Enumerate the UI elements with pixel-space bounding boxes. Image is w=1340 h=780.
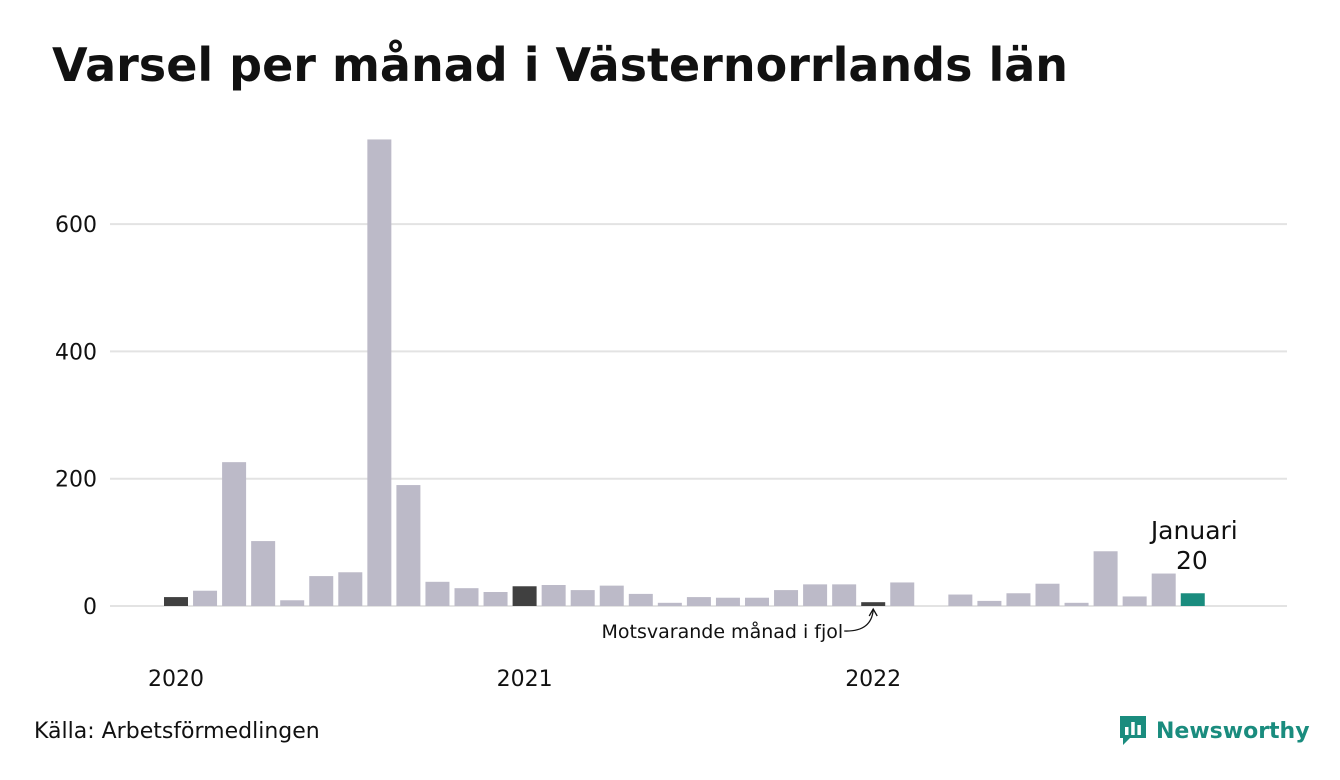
bar-2020-04 bbox=[251, 541, 276, 606]
y-tick-label: 200 bbox=[55, 468, 97, 493]
source-note: Källa: Arbetsförmedlingen bbox=[34, 719, 320, 744]
bar-2022-07 bbox=[1035, 583, 1060, 606]
bar-2021-11 bbox=[803, 584, 828, 606]
x-axis-ticks: 2020 2021 2022 bbox=[148, 667, 901, 692]
bar-2020-09 bbox=[396, 485, 421, 606]
bar-2022-10 bbox=[1122, 596, 1147, 606]
logo-text: Newsworthy bbox=[1156, 718, 1310, 744]
bar-2021-09 bbox=[745, 597, 769, 606]
bar-2021-03 bbox=[570, 590, 595, 606]
y-tick-label: 600 bbox=[55, 213, 97, 238]
bar-2021-10 bbox=[774, 590, 799, 606]
bar-2022-09 bbox=[1093, 551, 1118, 606]
bar-2021-12 bbox=[832, 584, 857, 606]
newsworthy-logo-icon bbox=[1120, 716, 1146, 745]
bar-2020-08 bbox=[367, 139, 392, 606]
bar-2020-02 bbox=[193, 590, 218, 606]
bar-2020-01 bbox=[164, 597, 188, 606]
bar-2020-07 bbox=[338, 572, 363, 606]
bar-2022-11 bbox=[1151, 573, 1176, 606]
bar-2021-06 bbox=[657, 602, 682, 606]
newsworthy-logo: Newsworthy bbox=[1118, 714, 1310, 748]
bar-2020-10 bbox=[425, 581, 450, 606]
bars bbox=[164, 139, 1205, 606]
bar-2020-06 bbox=[309, 576, 334, 606]
bar-2021-05 bbox=[628, 593, 653, 606]
bar-2022-01 bbox=[861, 602, 886, 606]
bar-2022-06 bbox=[1006, 593, 1031, 606]
bar-2022-02 bbox=[890, 582, 915, 606]
annotation-previous-year: Motsvarande månad i fjol bbox=[602, 620, 844, 643]
y-tick-label: 400 bbox=[55, 340, 97, 365]
annotation-arrowhead bbox=[868, 607, 878, 617]
bar-2020-11 bbox=[454, 588, 479, 606]
x-tick-label: 2022 bbox=[845, 667, 901, 692]
y-tick-label: 0 bbox=[83, 595, 97, 620]
bar-2022-08 bbox=[1064, 602, 1089, 606]
x-tick-label: 2020 bbox=[148, 667, 204, 692]
bar-2021-02 bbox=[541, 584, 566, 606]
bar-2021-07 bbox=[686, 597, 711, 606]
annotation-arrow bbox=[844, 609, 874, 632]
bar-2022-12 bbox=[1180, 593, 1205, 606]
highlight-value-label: 20 bbox=[1176, 546, 1208, 575]
bar-2020-05 bbox=[280, 600, 305, 606]
bar-2020-12 bbox=[483, 591, 508, 606]
chart-title: Varsel per månad i Västernorrlands län bbox=[52, 38, 1069, 92]
gridlines bbox=[110, 223, 1287, 607]
bar-2020-03 bbox=[222, 462, 247, 606]
y-axis-ticks: 0 200 400 600 bbox=[55, 213, 97, 620]
x-tick-label: 2021 bbox=[497, 667, 553, 692]
bar-2022-04 bbox=[948, 594, 973, 606]
highlight-month-label: Januari bbox=[1149, 516, 1238, 545]
bar-2021-08 bbox=[715, 597, 740, 606]
bar-2021-01 bbox=[512, 586, 537, 606]
bar-2022-05 bbox=[977, 600, 1002, 606]
bar-2021-04 bbox=[599, 585, 624, 606]
